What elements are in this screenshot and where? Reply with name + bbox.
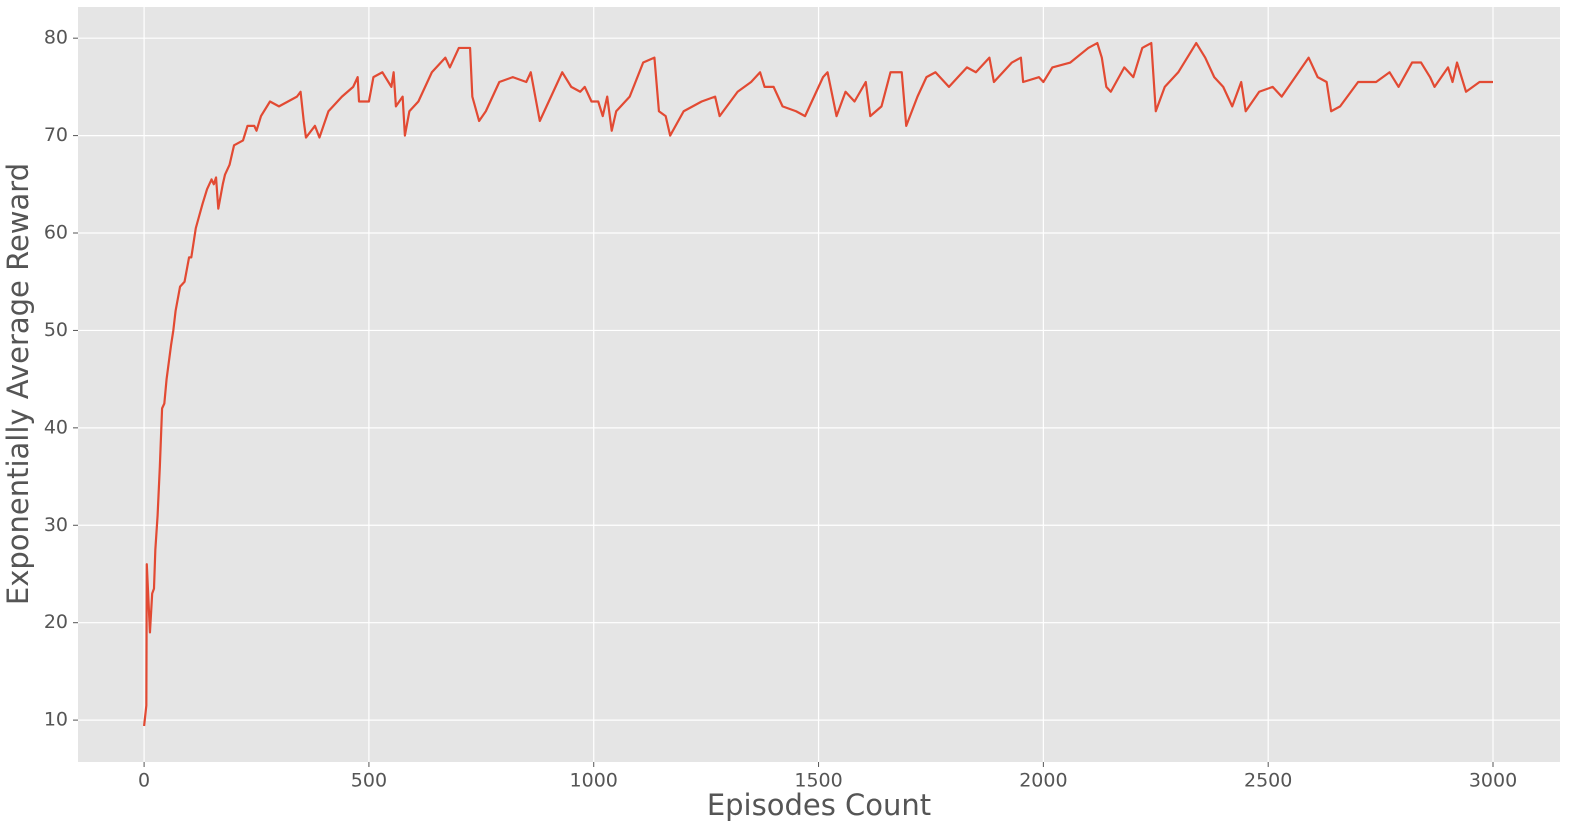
x-tick-label: 1500 (794, 770, 842, 792)
x-tick-label: 2000 (1019, 770, 1067, 792)
x-tick-label: 2500 (1244, 770, 1292, 792)
x-tick-label: 3000 (1469, 770, 1517, 792)
x-tick-label: 0 (138, 770, 150, 792)
y-tick-label: 30 (44, 514, 68, 536)
y-axis-label: Exponentially Average Reward (1, 163, 35, 605)
y-tick-label: 40 (44, 416, 68, 438)
x-tick-label: 500 (351, 770, 387, 792)
y-tick-label: 80 (44, 27, 68, 49)
y-tick-label: 50 (44, 319, 68, 341)
y-tick-label: 10 (44, 709, 68, 731)
y-tick-label: 20 (44, 611, 68, 633)
y-tick-label: 60 (44, 222, 68, 244)
x-axis-label: Episodes Count (707, 788, 931, 822)
x-tick-label: 1000 (570, 770, 618, 792)
y-tick-label: 70 (44, 124, 68, 146)
data-line (143, 41, 1493, 727)
